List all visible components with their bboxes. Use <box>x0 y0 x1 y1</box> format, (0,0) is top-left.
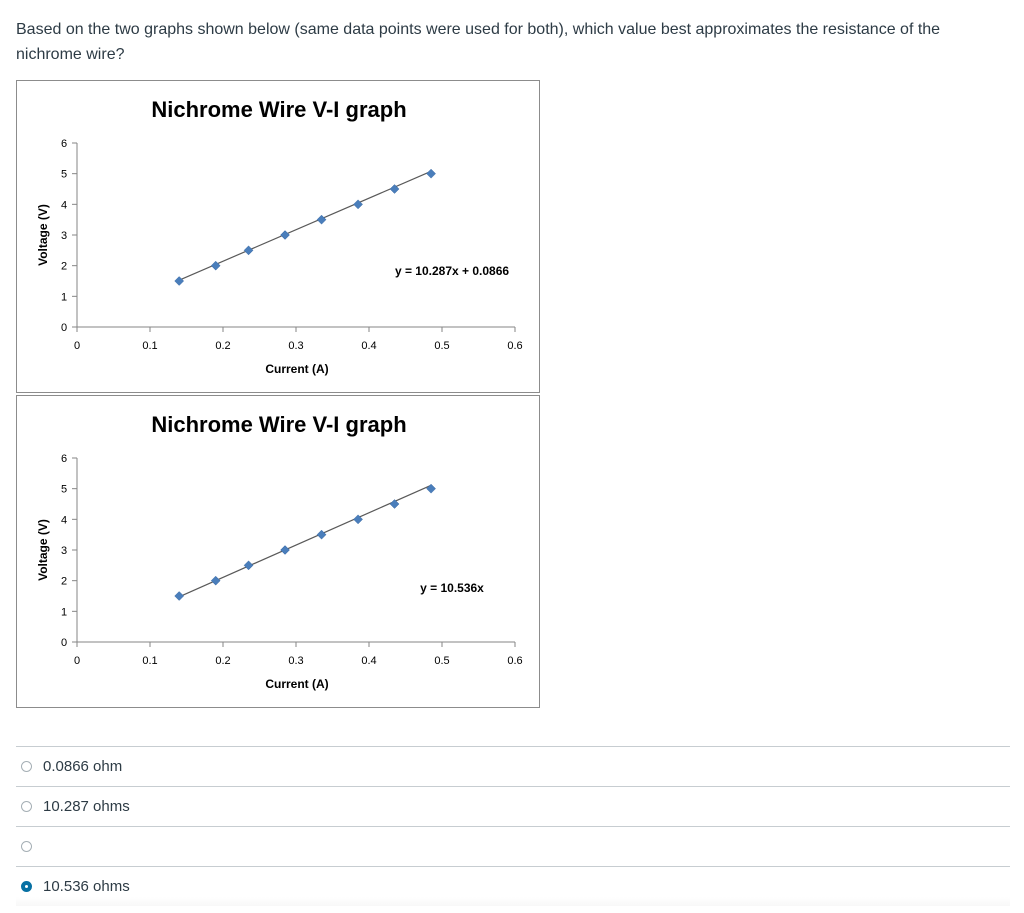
answer-option-2[interactable]: 10.287 ohms <box>16 786 1010 826</box>
data-point <box>210 260 221 271</box>
x-tick-label: 0.3 <box>288 340 303 352</box>
data-point <box>316 214 327 225</box>
data-point <box>210 575 221 586</box>
answer-label[interactable]: 0.0866 ohm <box>43 758 123 775</box>
y-tick-label: 6 <box>61 138 67 150</box>
y-axis-label: Voltage (V) <box>36 519 50 581</box>
radio-button[interactable] <box>21 761 32 772</box>
y-tick-label: 4 <box>61 514 67 526</box>
x-tick-label: 0.4 <box>361 655 376 667</box>
radio-button-selected[interactable] <box>21 881 32 892</box>
x-tick-label: 0.5 <box>434 655 449 667</box>
chart-top: Nichrome Wire V-I graph 0 1 2 3 4 5 6 0 0.1 0.2 0.3… <box>16 80 540 393</box>
x-tick-label: 0.6 <box>507 340 522 352</box>
radio-button[interactable] <box>21 801 32 812</box>
data-point <box>353 514 363 525</box>
y-tick-label: 3 <box>61 230 67 242</box>
data-point <box>426 168 436 179</box>
y-tick-label: 5 <box>61 169 67 181</box>
answer-option-3[interactable] <box>16 826 1010 866</box>
data-point <box>316 529 327 540</box>
x-tick-label: 0.1 <box>142 340 157 352</box>
x-tick-label: 0.2 <box>215 340 230 352</box>
x-tick-label: 0 <box>74 340 80 352</box>
data-point <box>389 499 400 509</box>
x-tick-label: 0.1 <box>142 655 157 667</box>
y-tick-label: 5 <box>61 484 67 496</box>
x-axis-label: Current (A) <box>265 362 328 376</box>
y-axis-label: Voltage (V) <box>36 204 50 266</box>
y-tick-label: 1 <box>61 606 67 618</box>
chart-title: Nichrome Wire V-I graph <box>151 97 406 122</box>
y-tick-label: 2 <box>61 576 67 588</box>
data-point <box>174 276 185 286</box>
x-tick-label: 0.2 <box>215 655 230 667</box>
question-text: Based on the two graphs shown below (sam… <box>16 21 941 63</box>
y-tick-label: 0 <box>61 322 67 334</box>
data-point <box>243 245 254 256</box>
data-point <box>280 230 290 240</box>
y-tick-label: 6 <box>61 453 67 465</box>
chart-title: Nichrome Wire V-I graph <box>151 412 406 437</box>
x-tick-label: 0.4 <box>361 340 376 352</box>
trendline-equation: y = 10.287x + 0.0866 <box>395 264 509 278</box>
radio-button[interactable] <box>21 841 32 852</box>
trendline <box>178 484 432 598</box>
trendline <box>178 170 432 281</box>
data-point <box>280 545 290 555</box>
data-point <box>389 184 400 194</box>
answer-option-4[interactable]: 10.536 ohms <box>16 866 1010 906</box>
answer-option-1[interactable]: 0.0866 ohm <box>16 746 1010 786</box>
y-tick-label: 2 <box>61 261 67 273</box>
data-point <box>353 199 363 210</box>
data-point <box>426 483 436 494</box>
x-tick-label: 0.5 <box>434 340 449 352</box>
y-tick-label: 1 <box>61 291 67 303</box>
answer-list: 0.0866 ohm 10.287 ohms 10.536 ohms <box>16 746 1010 906</box>
y-tick-label: 3 <box>61 545 67 557</box>
y-tick-label: 4 <box>61 199 67 211</box>
answer-label[interactable]: 10.287 ohms <box>43 798 130 815</box>
trendline-equation: y = 10.536x <box>420 581 484 595</box>
answer-label[interactable]: 10.536 ohms <box>43 878 130 895</box>
chart-bottom: Nichrome Wire V-I graph 0 1 2 3 4 5 6 0 0.1 0.2 0.3… <box>16 395 540 708</box>
x-axis-label: Current (A) <box>265 677 328 691</box>
y-tick-label: 0 <box>61 637 67 649</box>
x-tick-label: 0.3 <box>288 655 303 667</box>
chart-svg-top: Nichrome Wire V-I graph 0 1 2 3 4 5 6 0 0.1 0.2 0.3… <box>36 97 523 376</box>
data-point <box>174 591 185 601</box>
chart-svg-bottom: Nichrome Wire V-I graph 0 1 2 3 4 5 6 0 0.1 0.2 0.3… <box>36 412 523 691</box>
x-tick-label: 0.6 <box>507 655 522 667</box>
x-tick-label: 0 <box>74 655 80 667</box>
data-point <box>243 560 254 571</box>
